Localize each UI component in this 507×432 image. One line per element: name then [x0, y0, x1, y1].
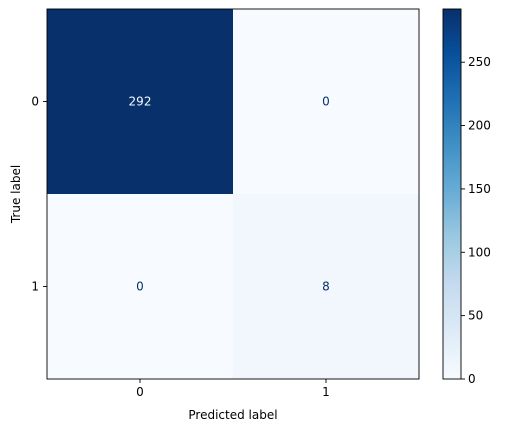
heatmap-cells: 292 0 0 8 — [47, 9, 420, 380]
colorbar-tick-label-3: 150 — [468, 182, 491, 196]
heatmap-cell-1-0 — [47, 194, 234, 380]
y-tick-label-0: 0 — [31, 95, 39, 109]
cell-value-label-1-1: 8 — [322, 280, 330, 294]
heatmap-cell-1-1 — [233, 194, 420, 380]
heatmap-cell-0-0 — [47, 9, 234, 195]
cell-value-label-0-1: 0 — [322, 95, 330, 109]
y-axis-ticks: 01 — [31, 95, 47, 294]
x-tick-label-0: 0 — [136, 385, 144, 399]
y-axis-label: True label — [9, 165, 23, 224]
colorbar — [443, 9, 461, 379]
colorbar-tick-label-5: 250 — [468, 55, 491, 69]
x-tick-label-1: 1 — [322, 385, 330, 399]
x-axis-label: Predicted label — [188, 408, 277, 422]
colorbar-tick-label-2: 100 — [468, 245, 491, 259]
heatmap-cell-0-1 — [233, 9, 420, 195]
colorbar-tick-label-1: 50 — [468, 309, 483, 323]
colorbar-tick-label-0: 0 — [468, 372, 476, 386]
y-tick-label-1: 1 — [31, 280, 39, 294]
plot-frame — [46, 8, 420, 380]
colorbar-tick-label-4: 200 — [468, 119, 491, 133]
cell-value-label-0-0: 292 — [129, 95, 152, 109]
colorbar-frame — [442, 8, 462, 380]
colorbar-ticks: 0 50 100 150 200 250 — [461, 55, 491, 386]
cell-value-label-1-0: 0 — [136, 280, 144, 294]
